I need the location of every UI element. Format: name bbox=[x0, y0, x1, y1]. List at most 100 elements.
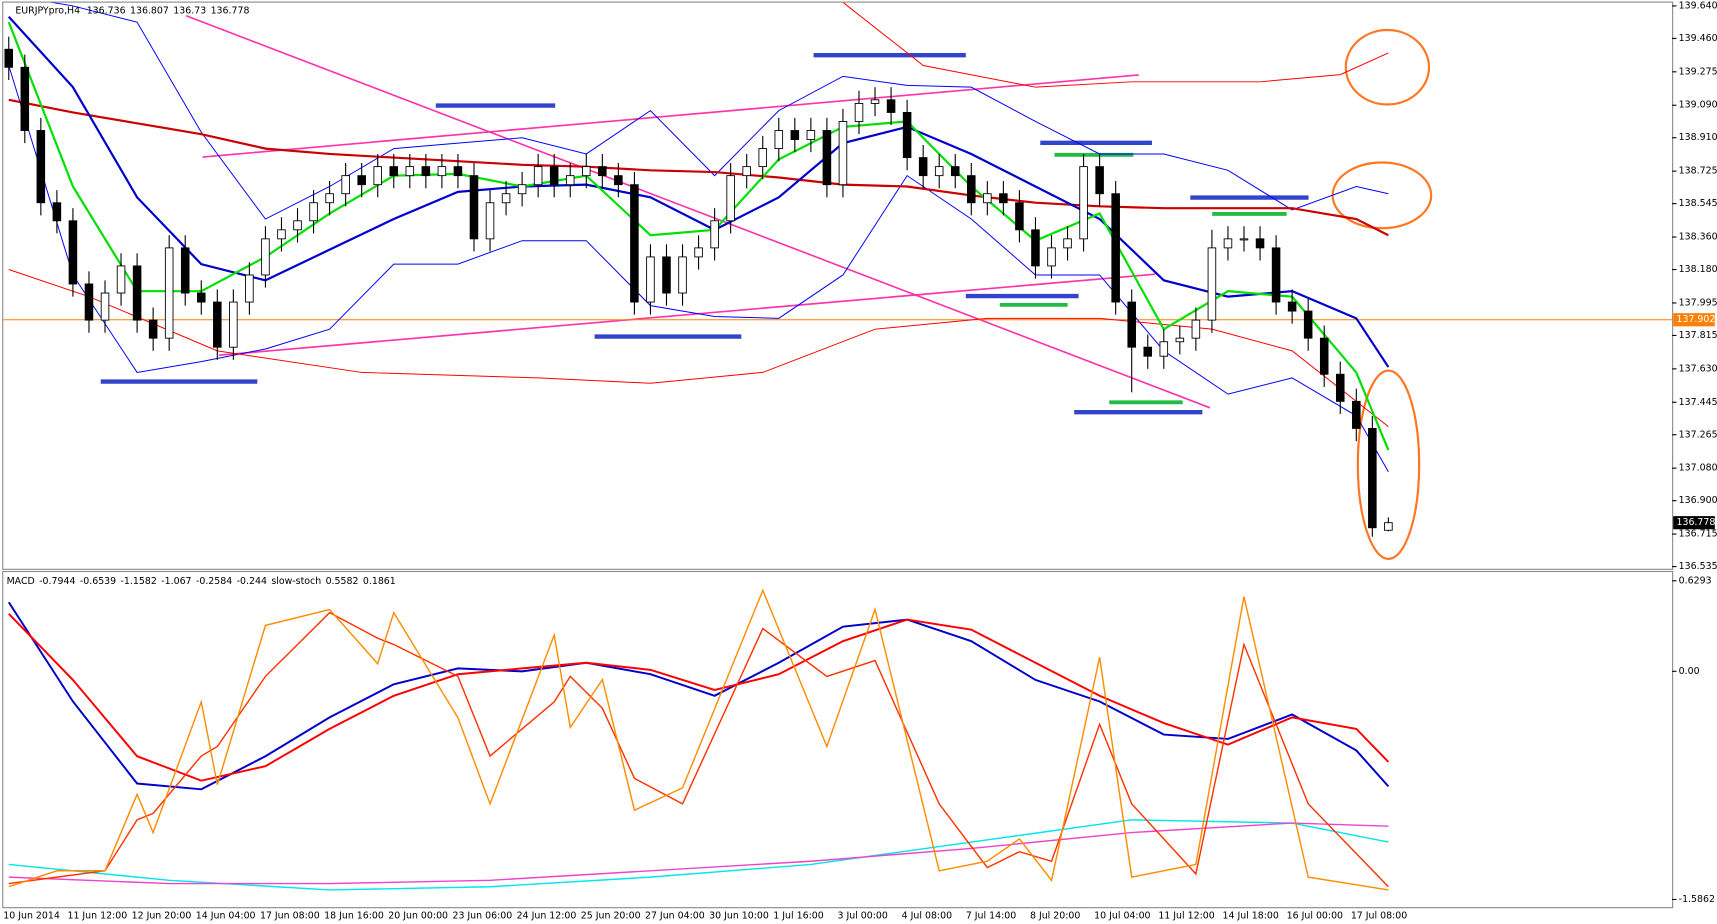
x-tick-label: 23 Jun 06:00 bbox=[452, 910, 512, 921]
candle-body bbox=[1319, 337, 1329, 375]
candle-body bbox=[84, 283, 94, 321]
candle-body bbox=[678, 256, 687, 294]
candle-body bbox=[261, 238, 270, 276]
candle-body bbox=[1335, 373, 1345, 402]
y-tick-label: 139.275 bbox=[1679, 66, 1717, 77]
candle-body bbox=[1352, 400, 1361, 429]
candle-body bbox=[758, 148, 768, 168]
open-readout: 136.736 bbox=[87, 5, 126, 16]
candle-body bbox=[1111, 193, 1120, 303]
y-tick-label: 137.445 bbox=[1679, 397, 1717, 408]
candle-body bbox=[68, 220, 78, 285]
candle-body bbox=[967, 175, 976, 204]
candle-body bbox=[549, 166, 559, 186]
candle-body bbox=[1384, 522, 1393, 531]
x-tick-label: 30 Jun 10:00 bbox=[709, 910, 769, 921]
indicator-header: MACD -0.7944 -0.6539 -1.1582 -1.067 -0.2584 -0… bbox=[7, 575, 396, 586]
candle-body bbox=[662, 256, 671, 294]
candle-body bbox=[934, 166, 944, 177]
y-tick-label: 138.360 bbox=[1679, 232, 1717, 243]
x-tick-label: 27 Jun 04:00 bbox=[645, 910, 705, 921]
last-price-tag bbox=[1673, 516, 1715, 530]
y-tick-label: 137.995 bbox=[1679, 297, 1717, 308]
macd-readout: -0.2584 bbox=[196, 575, 232, 586]
candle-body bbox=[1175, 337, 1185, 343]
x-tick-label: 11 Jun 12:00 bbox=[67, 910, 127, 921]
candle-body bbox=[983, 193, 992, 204]
y-tick-label: 136.900 bbox=[1679, 495, 1717, 506]
candle-body bbox=[116, 265, 126, 294]
candle-body bbox=[614, 175, 623, 186]
x-tick-label: 25 Jun 20:00 bbox=[581, 910, 641, 921]
indicator-line bbox=[50, 2, 1389, 220]
candle-body bbox=[373, 166, 382, 186]
candle-body bbox=[1239, 238, 1249, 241]
x-tick-label: 7 Jul 14:00 bbox=[966, 910, 1016, 921]
candle-body bbox=[790, 130, 800, 140]
stoch-title: slow-stoch bbox=[271, 575, 321, 586]
stoch-readout: 0.1861 bbox=[363, 575, 396, 586]
candle-body bbox=[854, 102, 864, 122]
candle-body bbox=[950, 166, 960, 177]
price-level-label: 137.902 bbox=[1676, 314, 1715, 325]
candle-body bbox=[405, 166, 415, 177]
y-tick-label: 138.910 bbox=[1679, 132, 1717, 143]
macd-readout: -0.7944 bbox=[39, 575, 75, 586]
candle-body bbox=[533, 166, 543, 186]
candle-body bbox=[1079, 166, 1088, 240]
candle-body bbox=[341, 175, 350, 195]
x-tick-label: 4 Jul 08:00 bbox=[902, 910, 952, 921]
x-tick-label: 16 Jul 00:00 bbox=[1287, 910, 1343, 921]
x-tick-label: 12 Jun 20:00 bbox=[132, 910, 192, 921]
x-tick-label: 24 Jun 12:00 bbox=[517, 910, 577, 921]
candle-body bbox=[870, 99, 880, 104]
x-tick-label: 14 Jul 18:00 bbox=[1222, 910, 1278, 921]
candle-body bbox=[838, 121, 848, 186]
candle-body bbox=[694, 247, 703, 258]
trend-lines bbox=[185, 15, 1211, 409]
candle-body bbox=[196, 292, 206, 303]
candle-body bbox=[598, 166, 607, 177]
candle-body bbox=[902, 112, 912, 159]
candle-body bbox=[742, 166, 751, 177]
candle-body bbox=[52, 202, 62, 222]
candle-body bbox=[726, 175, 735, 222]
candle-body bbox=[213, 301, 222, 348]
highlight-circles bbox=[1331, 28, 1433, 561]
candle-body bbox=[1159, 341, 1169, 357]
candle-body bbox=[325, 193, 334, 204]
y-tick-label: 139.460 bbox=[1679, 33, 1717, 44]
candle-body bbox=[180, 247, 190, 294]
candle-body bbox=[100, 292, 110, 321]
candle-body bbox=[1095, 166, 1104, 195]
lower-plot bbox=[7, 588, 1390, 891]
y-tick-label: 138.180 bbox=[1679, 264, 1717, 275]
indicator-line bbox=[8, 819, 1389, 891]
y-tick-label: 138.545 bbox=[1679, 198, 1717, 209]
x-tick-label: 20 Jun 00:00 bbox=[388, 910, 448, 921]
x-tick-label: 17 Jun 08:00 bbox=[260, 910, 320, 921]
candle-body bbox=[485, 202, 495, 240]
candle-body bbox=[501, 193, 511, 204]
x-tick-label: 1 Jul 16:00 bbox=[773, 910, 823, 921]
candle-body bbox=[164, 247, 174, 339]
indicator-line bbox=[8, 613, 1390, 782]
macd-readout: -0.6539 bbox=[80, 575, 116, 586]
lower-panel bbox=[2, 570, 1674, 909]
candle-body bbox=[1015, 202, 1024, 231]
candle-body bbox=[999, 193, 1008, 204]
indicator-line bbox=[8, 822, 1389, 885]
candle-body bbox=[293, 220, 302, 231]
x-tick-label: 10 Jun 2014 bbox=[3, 910, 60, 921]
y-tick-label: 139.640 bbox=[1679, 0, 1717, 11]
candle-body bbox=[822, 130, 832, 186]
indicator-line bbox=[7, 601, 1390, 791]
indicator-line bbox=[8, 611, 1389, 888]
candle-body bbox=[1047, 247, 1056, 267]
candle-body bbox=[309, 202, 318, 222]
y-tick-label: 136.715 bbox=[1679, 529, 1717, 540]
x-tick-label: 11 Jul 12:00 bbox=[1158, 910, 1214, 921]
x-tick-label: 18 Jun 16:00 bbox=[324, 910, 384, 921]
